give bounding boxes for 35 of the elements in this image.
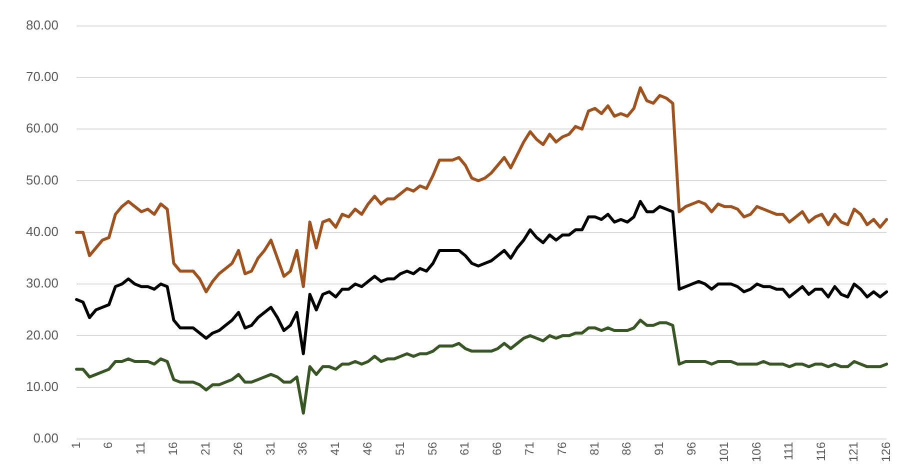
x-tick-label: 91 — [652, 442, 666, 456]
x-tick-label: 126 — [878, 442, 893, 462]
y-tick-label: 40.00 — [26, 224, 59, 239]
x-tick-label: 26 — [230, 442, 245, 456]
x-tick-label: 46 — [360, 442, 374, 456]
x-tick-label: 21 — [198, 442, 212, 456]
x-tick-label: 96 — [684, 442, 698, 456]
x-tick-label: 11 — [134, 442, 148, 454]
y-tick-label: 50.00 — [26, 172, 59, 188]
y-tick-label: 0.00 — [33, 430, 59, 446]
x-tick-label: 56 — [425, 442, 440, 456]
x-tick-label: 76 — [554, 442, 569, 456]
x-tick-label: 61 — [458, 442, 472, 456]
x-tick-label: 31 — [263, 442, 278, 456]
x-tick-label: 86 — [620, 442, 634, 456]
x-tick-label: 111 — [782, 442, 796, 460]
y-tick-label: 10.00 — [26, 378, 59, 394]
y-tick-label: 70.00 — [26, 69, 59, 84]
x-tick-label: 106 — [749, 442, 764, 462]
x-tick-label: 16 — [166, 442, 180, 456]
y-tick-label: 80.00 — [26, 17, 59, 32]
x-tick-label: 36 — [296, 442, 310, 456]
y-tick-label: 30.00 — [26, 276, 59, 291]
x-tick-label: 116 — [814, 442, 828, 462]
x-tick-label: 81 — [587, 442, 602, 456]
x-tick-label: 71 — [522, 442, 536, 456]
x-tick-label: 6 — [101, 442, 116, 449]
x-tick-label: 41 — [328, 442, 342, 456]
y-tick-label: 20.00 — [26, 327, 59, 342]
x-tick-label: 121 — [846, 442, 861, 462]
x-tick-label: 51 — [392, 442, 407, 456]
y-tick-label: 60.00 — [26, 120, 59, 136]
x-tick-label: 1 — [68, 442, 83, 449]
x-tick-label: 66 — [490, 442, 504, 456]
x-tick-label: 101 — [716, 442, 731, 462]
